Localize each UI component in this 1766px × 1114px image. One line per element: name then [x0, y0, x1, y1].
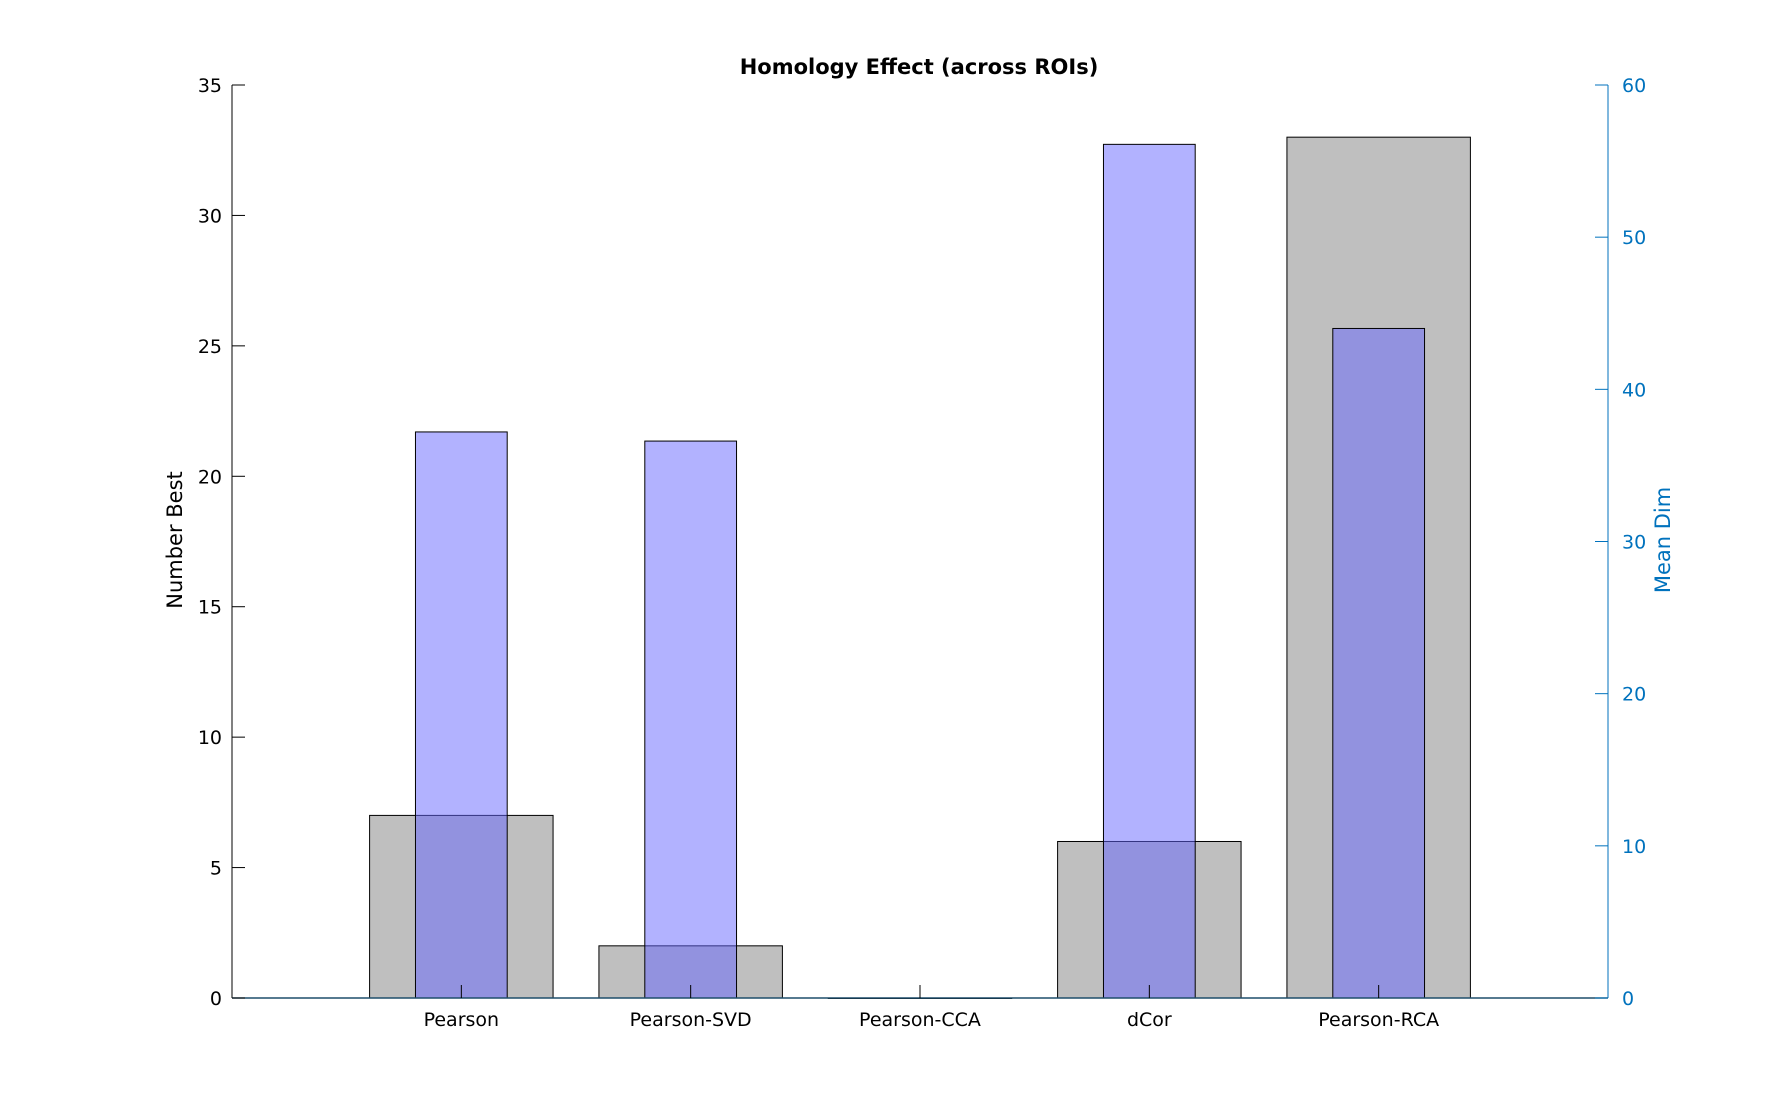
left-y-tick-label: 0 — [210, 988, 222, 1010]
right-y-tick-label: 50 — [1622, 227, 1646, 249]
x-tick-label-pearson-rca: Pearson-RCA — [1318, 1009, 1439, 1031]
left-y-tick-label: 15 — [198, 597, 222, 619]
right-y-axis-ticks: 0 10 20 30 40 50 60 — [1595, 75, 1646, 1010]
right-y-tick-label: 20 — [1622, 684, 1646, 706]
bar-mean-dim-pearson-svd — [644, 440, 738, 999]
number-best-bars — [369, 136, 1471, 999]
right-y-tick-label: 0 — [1622, 988, 1634, 1010]
left-y-tick-label: 10 — [198, 727, 222, 749]
left-y-tick-label: 30 — [198, 205, 222, 227]
left-y-tick-label: 35 — [198, 75, 222, 97]
chart-title: Homology Effect (across ROIs) — [740, 55, 1099, 79]
bar-mean-dim-pearson-rca — [1332, 327, 1426, 999]
left-y-tick-label: 25 — [198, 336, 222, 358]
bar-mean-dim-pearson — [414, 431, 508, 999]
right-y-tick-label: 60 — [1622, 75, 1646, 97]
right-y-tick-label: 30 — [1622, 532, 1646, 554]
x-tick-label-pearson-cca: Pearson-CCA — [859, 1009, 981, 1031]
left-y-tick-label: 20 — [198, 466, 222, 488]
x-tick-label-dcor: dCor — [1127, 1009, 1172, 1031]
left-y-axis-label: Number Best — [163, 471, 187, 609]
bar-mean-dim-dcor — [1102, 143, 1196, 999]
x-tick-label-pearson: Pearson — [424, 1009, 500, 1031]
right-y-tick-label: 40 — [1622, 379, 1646, 401]
mean-dim-bars — [414, 143, 1426, 999]
right-y-axis-label: Mean Dim — [1651, 487, 1675, 593]
left-y-axis-ticks: 0 5 10 15 20 25 30 35 — [198, 75, 245, 1010]
left-y-tick-label: 5 — [210, 858, 222, 880]
right-y-tick-label: 10 — [1622, 836, 1646, 858]
x-tick-label-pearson-svd: Pearson-SVD — [630, 1009, 752, 1031]
x-axis-ticks: Pearson Pearson-SVD Pearson-CCA dCor Pearson… — [424, 985, 1439, 1031]
